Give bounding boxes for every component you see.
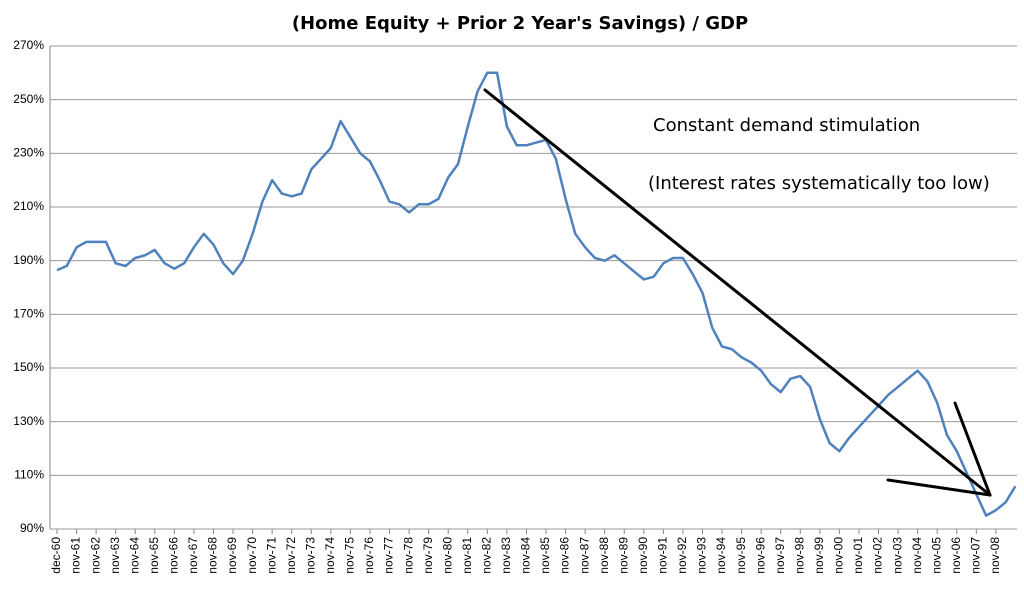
x-tick-label: nov-78: [401, 537, 415, 574]
x-tick-label: nov-95: [734, 537, 748, 574]
y-tick-label: 130%: [13, 414, 44, 428]
x-tick-label: nov-73: [303, 537, 317, 574]
x-tick-label: nov-68: [206, 537, 220, 574]
arrow-line: [483, 88, 992, 497]
x-tick-label: nov-89: [616, 537, 630, 574]
chart-title: (Home Equity + Prior 2 Year's Savings) /…: [292, 13, 748, 34]
y-tick-label: 210%: [13, 199, 44, 213]
x-tick-label: nov-63: [108, 537, 122, 574]
x-tick-label: nov-72: [284, 537, 298, 574]
x-tick-label: nov-88: [597, 537, 611, 574]
x-tick-label: nov-05: [929, 537, 943, 574]
x-tick-label: nov-80: [440, 537, 454, 574]
x-tick-label: nov-85: [538, 537, 552, 574]
x-tick-label: nov-70: [245, 537, 259, 574]
x-tick-label: nov-92: [675, 537, 689, 574]
y-tick-label: 170%: [13, 307, 44, 321]
x-tick-label: nov-61: [69, 537, 83, 574]
x-tick-label: nov-81: [460, 537, 474, 574]
y-tick-label: 110%: [14, 468, 44, 482]
x-tick-label: nov-01: [851, 537, 865, 574]
x-tick-label: nov-83: [499, 537, 513, 574]
x-tick-label: nov-06: [949, 537, 963, 574]
x-tick-label: nov-93: [695, 537, 709, 574]
x-tick-label: nov-97: [773, 537, 787, 574]
x-tick-label: nov-75: [343, 537, 357, 574]
x-tick-label: nov-62: [88, 537, 102, 574]
x-tick-label: nov-07: [968, 537, 982, 574]
x-tick-label: nov-02: [871, 537, 885, 574]
x-tick-label: nov-99: [812, 537, 826, 574]
x-tick-label: nov-67: [186, 537, 200, 574]
series-line: [56, 71, 1017, 517]
y-tick-label: 230%: [13, 146, 44, 160]
arrow-line: [886, 478, 992, 497]
x-tick-label: nov-90: [636, 537, 650, 574]
x-tick-label: nov-98: [792, 537, 806, 574]
x-tick-label: nov-87: [577, 537, 591, 574]
x-tick-label: nov-65: [147, 537, 161, 574]
y-tick-label: 90%: [20, 521, 44, 535]
x-tick-label: nov-08: [988, 537, 1002, 574]
x-tick-label: nov-77: [382, 537, 396, 574]
y-tick-label: 190%: [13, 253, 44, 267]
y-tick-label: 250%: [13, 92, 44, 106]
x-tick-label: nov-82: [479, 537, 493, 574]
y-tick-label: 150%: [13, 360, 44, 374]
x-tick-label: nov-64: [127, 537, 141, 574]
x-tick-label: nov-69: [225, 537, 239, 574]
x-tick-label: nov-04: [910, 537, 924, 574]
x-tick-label: nov-66: [167, 537, 181, 574]
x-tick-label: nov-94: [714, 537, 728, 574]
x-tick-label: nov-84: [519, 537, 533, 574]
annotation: Constant demand stimulation: [653, 115, 920, 136]
x-tick-label: nov-96: [753, 537, 767, 574]
x-tick-label: nov-76: [362, 537, 376, 574]
x-tick-label: nov-71: [264, 537, 278, 574]
y-tick-label: 270%: [13, 38, 44, 52]
plot-area: 90% 110% 130% 150% 170% 190% 210% 230% 250% 270% d…: [13, 38, 1017, 574]
x-tick-label: dec-60: [49, 537, 63, 574]
x-tick-label: nov-86: [558, 537, 572, 574]
x-tick-label: nov-00: [832, 537, 846, 574]
annotation: (Interest rates systematically too low): [648, 173, 990, 194]
x-tick-label: nov-74: [323, 537, 337, 574]
x-tick-label: nov-91: [656, 537, 670, 574]
arrow-line: [953, 401, 992, 497]
x-tick-label: nov-03: [890, 537, 904, 574]
arrows: [483, 88, 992, 497]
x-tick-label: nov-79: [421, 537, 435, 574]
